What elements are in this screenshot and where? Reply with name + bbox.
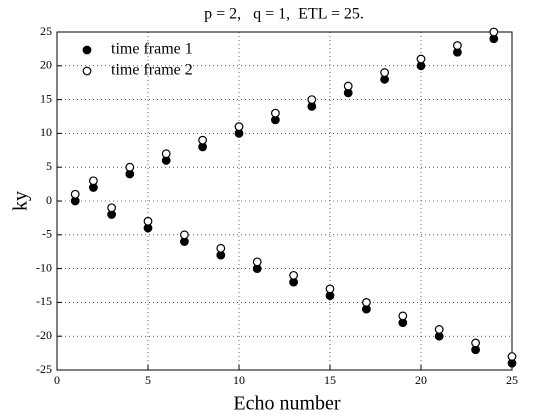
x-tick-label: 10 (233, 373, 245, 387)
y-tick-label: 5 (46, 159, 52, 173)
x-tick-label: 0 (54, 373, 60, 387)
y-tick-label: 25 (40, 24, 52, 38)
point (343, 81, 353, 91)
point (380, 68, 390, 77)
chart-title: p = 2, q = 1, ETL = 25. (204, 6, 364, 23)
point (398, 311, 408, 321)
point (325, 284, 335, 294)
point (362, 298, 371, 307)
point (216, 243, 226, 253)
point (234, 122, 244, 132)
x-axis-label: Echo number (233, 393, 341, 415)
y-tick-label: -20 (36, 328, 52, 342)
x-tick-label: 25 (506, 373, 518, 387)
point (88, 176, 98, 186)
point (143, 216, 153, 226)
legend-marker (82, 45, 92, 55)
point (471, 338, 481, 348)
point (161, 149, 171, 159)
x-tick-label: 15 (324, 373, 336, 387)
x-tick-label: 20 (415, 373, 427, 387)
y-tick-label: -10 (36, 260, 52, 274)
point (70, 189, 80, 199)
y-tick-label: -5 (42, 227, 52, 241)
x-tick-label: 5 (145, 373, 151, 387)
point (434, 325, 444, 334)
y-tick-label: -15 (36, 294, 52, 308)
point (453, 41, 462, 50)
point (107, 203, 116, 213)
y-tick-label: 10 (40, 125, 52, 139)
y-tick-label: 0 (46, 193, 52, 207)
y-tick-label: 15 (40, 91, 52, 105)
y-axis-label: ky (10, 191, 32, 211)
legend-label: time frame 1 (111, 41, 193, 58)
point (198, 135, 208, 145)
point (507, 352, 517, 361)
y-tick-label: -25 (36, 362, 52, 376)
point (179, 230, 189, 240)
point (489, 27, 499, 37)
point (271, 108, 280, 118)
point (252, 257, 262, 267)
point (416, 54, 426, 64)
legend-marker (82, 66, 92, 76)
plot-frame (56, 31, 513, 371)
point (125, 162, 135, 172)
legend-label: time frame 2 (111, 62, 193, 79)
point (307, 95, 317, 104)
y-tick-label: 20 (40, 58, 52, 72)
point (289, 270, 299, 280)
